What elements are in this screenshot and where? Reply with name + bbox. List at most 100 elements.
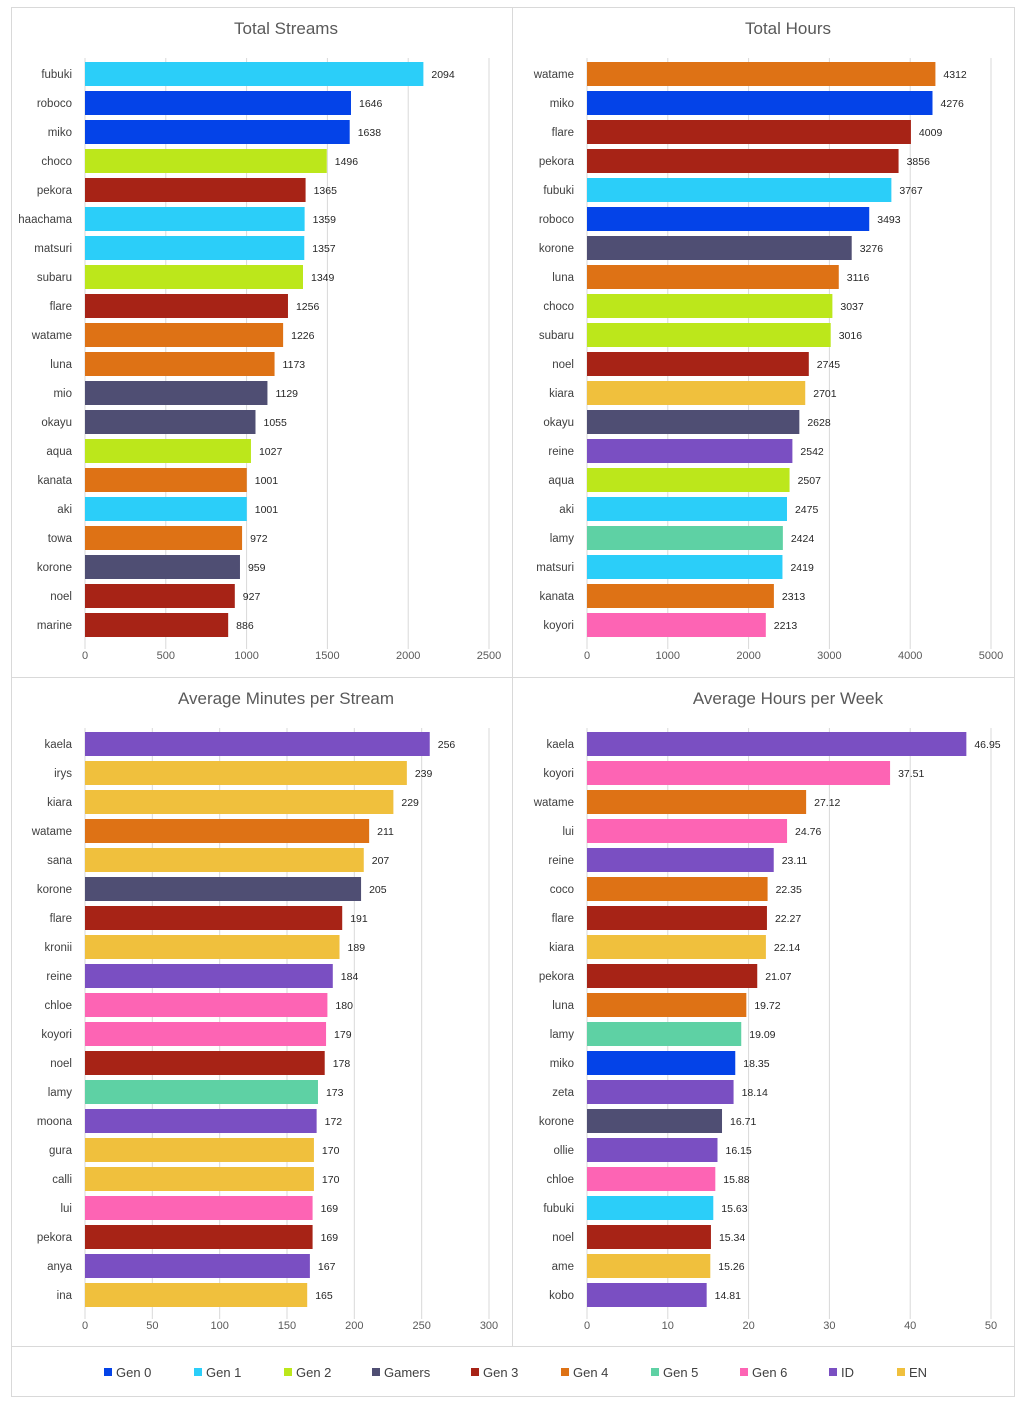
legend-swatch: [372, 1368, 380, 1376]
legend-swatch: [284, 1368, 292, 1376]
category-label: kronii: [45, 942, 72, 954]
bar-sana: [85, 848, 364, 872]
category-label: marine: [37, 620, 72, 632]
legend-swatch: [740, 1368, 748, 1376]
value-label: 173: [326, 1087, 344, 1099]
bar-noel: [587, 352, 809, 376]
bar-haachama: [85, 207, 305, 231]
bar-reine: [587, 848, 774, 872]
bar-choco: [85, 149, 327, 173]
x-tick-label: 0: [584, 1320, 590, 1332]
category-label: reine: [548, 855, 574, 867]
x-tick-label: 2000: [396, 650, 420, 662]
value-label: 927: [243, 591, 261, 603]
x-tick-label: 0: [82, 650, 88, 662]
chart-total-hours: Total Hours watame 4312 miko 4276 flare 4009 pe…: [533, 19, 1004, 662]
bar-aqua: [587, 468, 790, 492]
value-label: 239: [415, 768, 433, 780]
category-label: korone: [37, 562, 72, 574]
bar-luna: [85, 352, 275, 376]
value-label: 3856: [907, 156, 931, 168]
bar-miko: [587, 91, 933, 115]
category-label: chloe: [547, 1174, 575, 1186]
category-label: zeta: [552, 1087, 574, 1099]
bar-lui: [85, 1196, 313, 1220]
legend-item-gen-5: Gen 5: [651, 1365, 698, 1380]
value-label: 1357: [312, 243, 336, 255]
bar-zeta: [587, 1080, 734, 1104]
legend-swatch: [897, 1368, 905, 1376]
bar-choco: [587, 294, 833, 318]
category-label: flare: [50, 301, 72, 313]
value-label: 15.34: [719, 1232, 745, 1244]
bar-reine: [85, 964, 333, 988]
bar-chloe: [587, 1167, 716, 1191]
value-label: 3037: [840, 301, 864, 313]
value-label: 15.88: [723, 1174, 749, 1186]
value-label: 19.72: [754, 1000, 780, 1012]
category-label: subaru: [37, 272, 72, 284]
value-label: 191: [350, 913, 368, 925]
chart-title: Average Hours per Week: [693, 689, 884, 708]
category-label: watame: [533, 69, 574, 81]
legend-swatch: [104, 1368, 112, 1376]
bar-kanata: [587, 584, 774, 608]
chart-total-streams: Total Streams fubuki 2094 roboco 1646 miko 163…: [18, 19, 501, 662]
category-label: aki: [57, 504, 72, 516]
bar-koyori: [587, 613, 766, 637]
value-label: 18.35: [743, 1058, 769, 1070]
category-label: flare: [552, 913, 574, 925]
value-label: 1226: [291, 330, 315, 342]
value-label: 1129: [275, 388, 298, 400]
category-label: korone: [539, 243, 574, 255]
value-label: 23.11: [782, 855, 808, 867]
bar-subaru: [587, 323, 831, 347]
category-label: roboco: [539, 214, 574, 226]
category-label: aqua: [548, 475, 574, 487]
bar-kanata: [85, 468, 247, 492]
category-label: reine: [548, 446, 574, 458]
value-label: 19.09: [749, 1029, 775, 1041]
legend-label: Gen 2: [296, 1364, 332, 1380]
bar-watame: [587, 790, 807, 814]
category-label: ame: [552, 1261, 574, 1273]
category-label: kiara: [549, 942, 575, 954]
legend-item-gen-4: Gen 4: [561, 1365, 608, 1380]
value-label: 2507: [798, 475, 822, 487]
value-label: 24.76: [795, 826, 821, 838]
category-label: aki: [559, 504, 574, 516]
value-label: 167: [318, 1261, 336, 1273]
value-label: 18.14: [742, 1087, 768, 1099]
category-label: irys: [54, 768, 72, 780]
value-label: 3493: [877, 214, 901, 226]
category-label: kanata: [539, 591, 574, 603]
value-label: 1027: [259, 446, 283, 458]
category-label: haachama: [18, 214, 72, 226]
bar-lui: [587, 819, 788, 843]
value-label: 256: [438, 739, 456, 751]
legend-swatch: [829, 1368, 837, 1376]
category-label: luna: [552, 1000, 574, 1012]
bar-miko: [85, 120, 350, 144]
value-label: 1638: [358, 127, 382, 139]
x-tick-label: 150: [278, 1320, 296, 1332]
bar-anya: [85, 1254, 310, 1278]
category-label: kaela: [547, 739, 575, 751]
value-label: 2475: [795, 504, 819, 516]
x-tick-label: 40: [904, 1320, 916, 1332]
bar-ollie: [587, 1138, 718, 1162]
category-label: flare: [552, 127, 574, 139]
category-label: watame: [31, 826, 72, 838]
category-label: kobo: [549, 1290, 574, 1302]
value-label: 169: [321, 1203, 339, 1215]
category-label: noel: [552, 1232, 574, 1244]
value-label: 2094: [431, 69, 455, 81]
category-label: kiara: [47, 797, 73, 809]
legend-item-gamers: Gamers: [372, 1365, 430, 1380]
x-tick-label: 3000: [817, 650, 841, 662]
category-label: okayu: [543, 417, 574, 429]
bar-ame: [587, 1254, 711, 1278]
category-label: korone: [37, 884, 72, 896]
value-label: 37.51: [898, 768, 924, 780]
legend-item-gen-1: Gen 1: [194, 1365, 241, 1380]
